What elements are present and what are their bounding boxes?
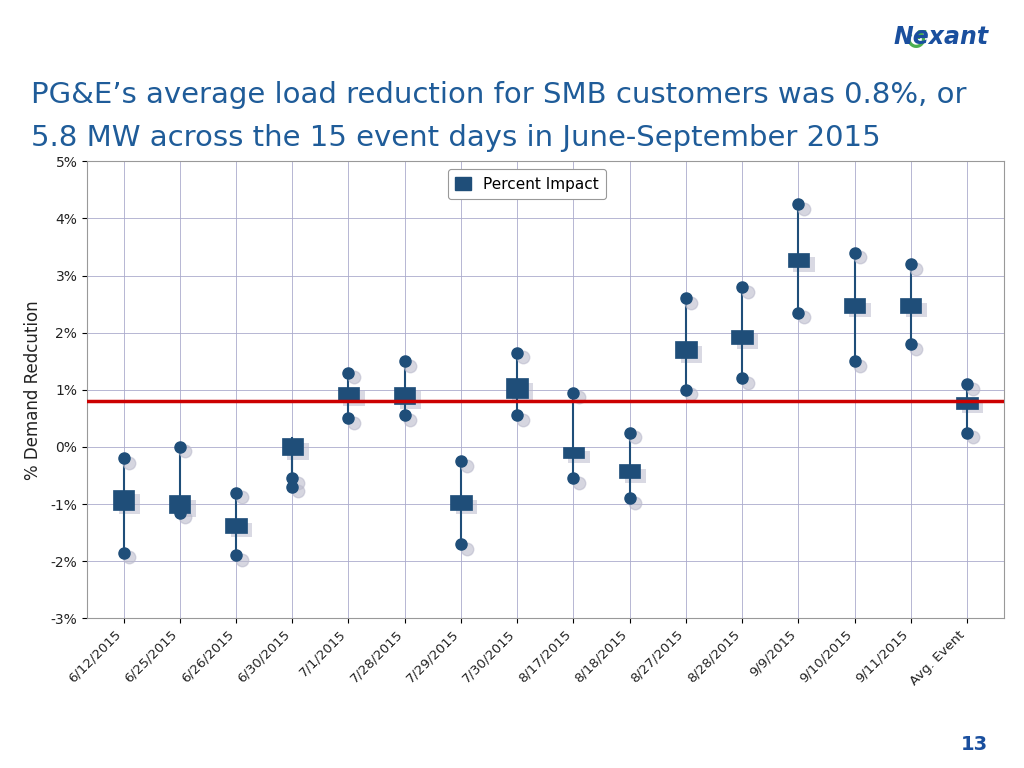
Y-axis label: % Demand Redcution: % Demand Redcution	[25, 300, 42, 479]
Bar	[905, 303, 927, 317]
Bar	[399, 392, 421, 409]
Bar	[338, 387, 359, 401]
Text: ↺: ↺	[905, 27, 928, 55]
Bar	[225, 518, 247, 532]
Bar	[512, 383, 534, 403]
Bar	[962, 402, 983, 413]
Bar	[175, 500, 197, 517]
Text: Nexant: Nexant	[893, 25, 988, 49]
Bar	[113, 490, 134, 510]
Bar	[343, 392, 365, 406]
Bar	[287, 443, 308, 460]
Bar	[169, 495, 190, 512]
Bar	[681, 346, 702, 363]
Bar	[900, 298, 922, 313]
Text: 13: 13	[962, 735, 988, 754]
Bar	[737, 334, 759, 349]
Bar	[675, 341, 696, 359]
Legend: Percent Impact: Percent Impact	[447, 169, 606, 199]
Bar	[625, 468, 646, 483]
Bar	[568, 452, 590, 463]
Bar	[456, 500, 477, 515]
Bar	[850, 303, 870, 317]
Bar	[451, 495, 472, 510]
Bar	[507, 379, 527, 399]
Bar	[563, 447, 584, 458]
Bar	[282, 439, 303, 455]
Bar	[731, 329, 753, 344]
Bar	[844, 298, 865, 313]
Bar	[618, 464, 640, 478]
Bar	[394, 387, 416, 404]
Text: PG&E’s average load reduction for SMB customers was 0.8%, or: PG&E’s average load reduction for SMB cu…	[31, 81, 967, 108]
Text: 5.8 MW across the 15 event days in June-September 2015: 5.8 MW across the 15 event days in June-…	[31, 124, 881, 152]
Bar	[794, 257, 815, 272]
Bar	[231, 523, 252, 537]
Bar	[956, 397, 978, 409]
Bar	[119, 495, 140, 515]
Bar	[787, 253, 809, 267]
